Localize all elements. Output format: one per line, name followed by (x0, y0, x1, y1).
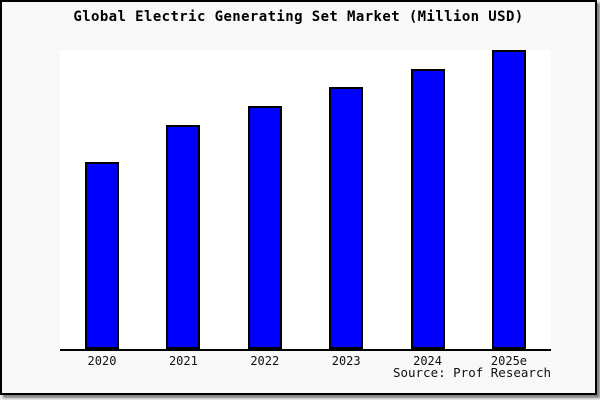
bar-2024: 2024 (410, 69, 445, 368)
bar-2022: 2022 (247, 106, 282, 368)
source-credit: Source: Prof Research (392, 365, 551, 380)
bar-2021: 2021 (166, 125, 201, 368)
x-tick-label-2023: 2023 (331, 354, 361, 368)
x-tick-label-2020: 2020 (87, 354, 117, 368)
x-tick-label-2022: 2022 (250, 354, 280, 368)
bar-2020: 2020 (85, 162, 119, 368)
x-tick-label-2025e: 2025e (490, 354, 528, 368)
x-tick-label-2024: 2024 (413, 354, 443, 368)
bar-2023: 2023 (329, 87, 364, 368)
bars-container: 2020 2021 2022 2023 2024 2025e (60, 50, 551, 368)
plot-area: 2020 2021 2022 2023 2024 2025e (60, 50, 551, 368)
bar-2025e: 2025e (491, 50, 527, 368)
chart-title: Global Electric Generating Set Market (M… (73, 9, 524, 25)
x-tick-label-2021: 2021 (168, 354, 198, 368)
